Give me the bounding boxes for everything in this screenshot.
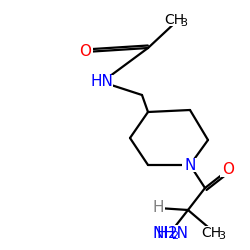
FancyBboxPatch shape xyxy=(156,226,184,240)
Text: 2N: 2N xyxy=(168,226,189,240)
FancyBboxPatch shape xyxy=(77,45,93,59)
FancyBboxPatch shape xyxy=(220,163,236,177)
Text: N: N xyxy=(184,158,196,172)
FancyBboxPatch shape xyxy=(182,158,198,172)
Text: O: O xyxy=(79,44,91,60)
Text: 3: 3 xyxy=(218,231,226,241)
FancyBboxPatch shape xyxy=(155,225,185,241)
FancyBboxPatch shape xyxy=(202,226,228,240)
Text: H: H xyxy=(152,200,164,216)
Text: CH: CH xyxy=(164,13,184,27)
FancyBboxPatch shape xyxy=(168,14,188,26)
Text: HN: HN xyxy=(90,74,114,90)
FancyBboxPatch shape xyxy=(151,202,165,214)
FancyBboxPatch shape xyxy=(91,75,113,89)
Text: 2: 2 xyxy=(172,231,178,241)
Text: CH: CH xyxy=(201,226,221,240)
Text: O: O xyxy=(222,162,234,178)
Text: NH: NH xyxy=(152,226,176,240)
Text: 3: 3 xyxy=(180,18,188,28)
Text: H: H xyxy=(156,226,168,240)
